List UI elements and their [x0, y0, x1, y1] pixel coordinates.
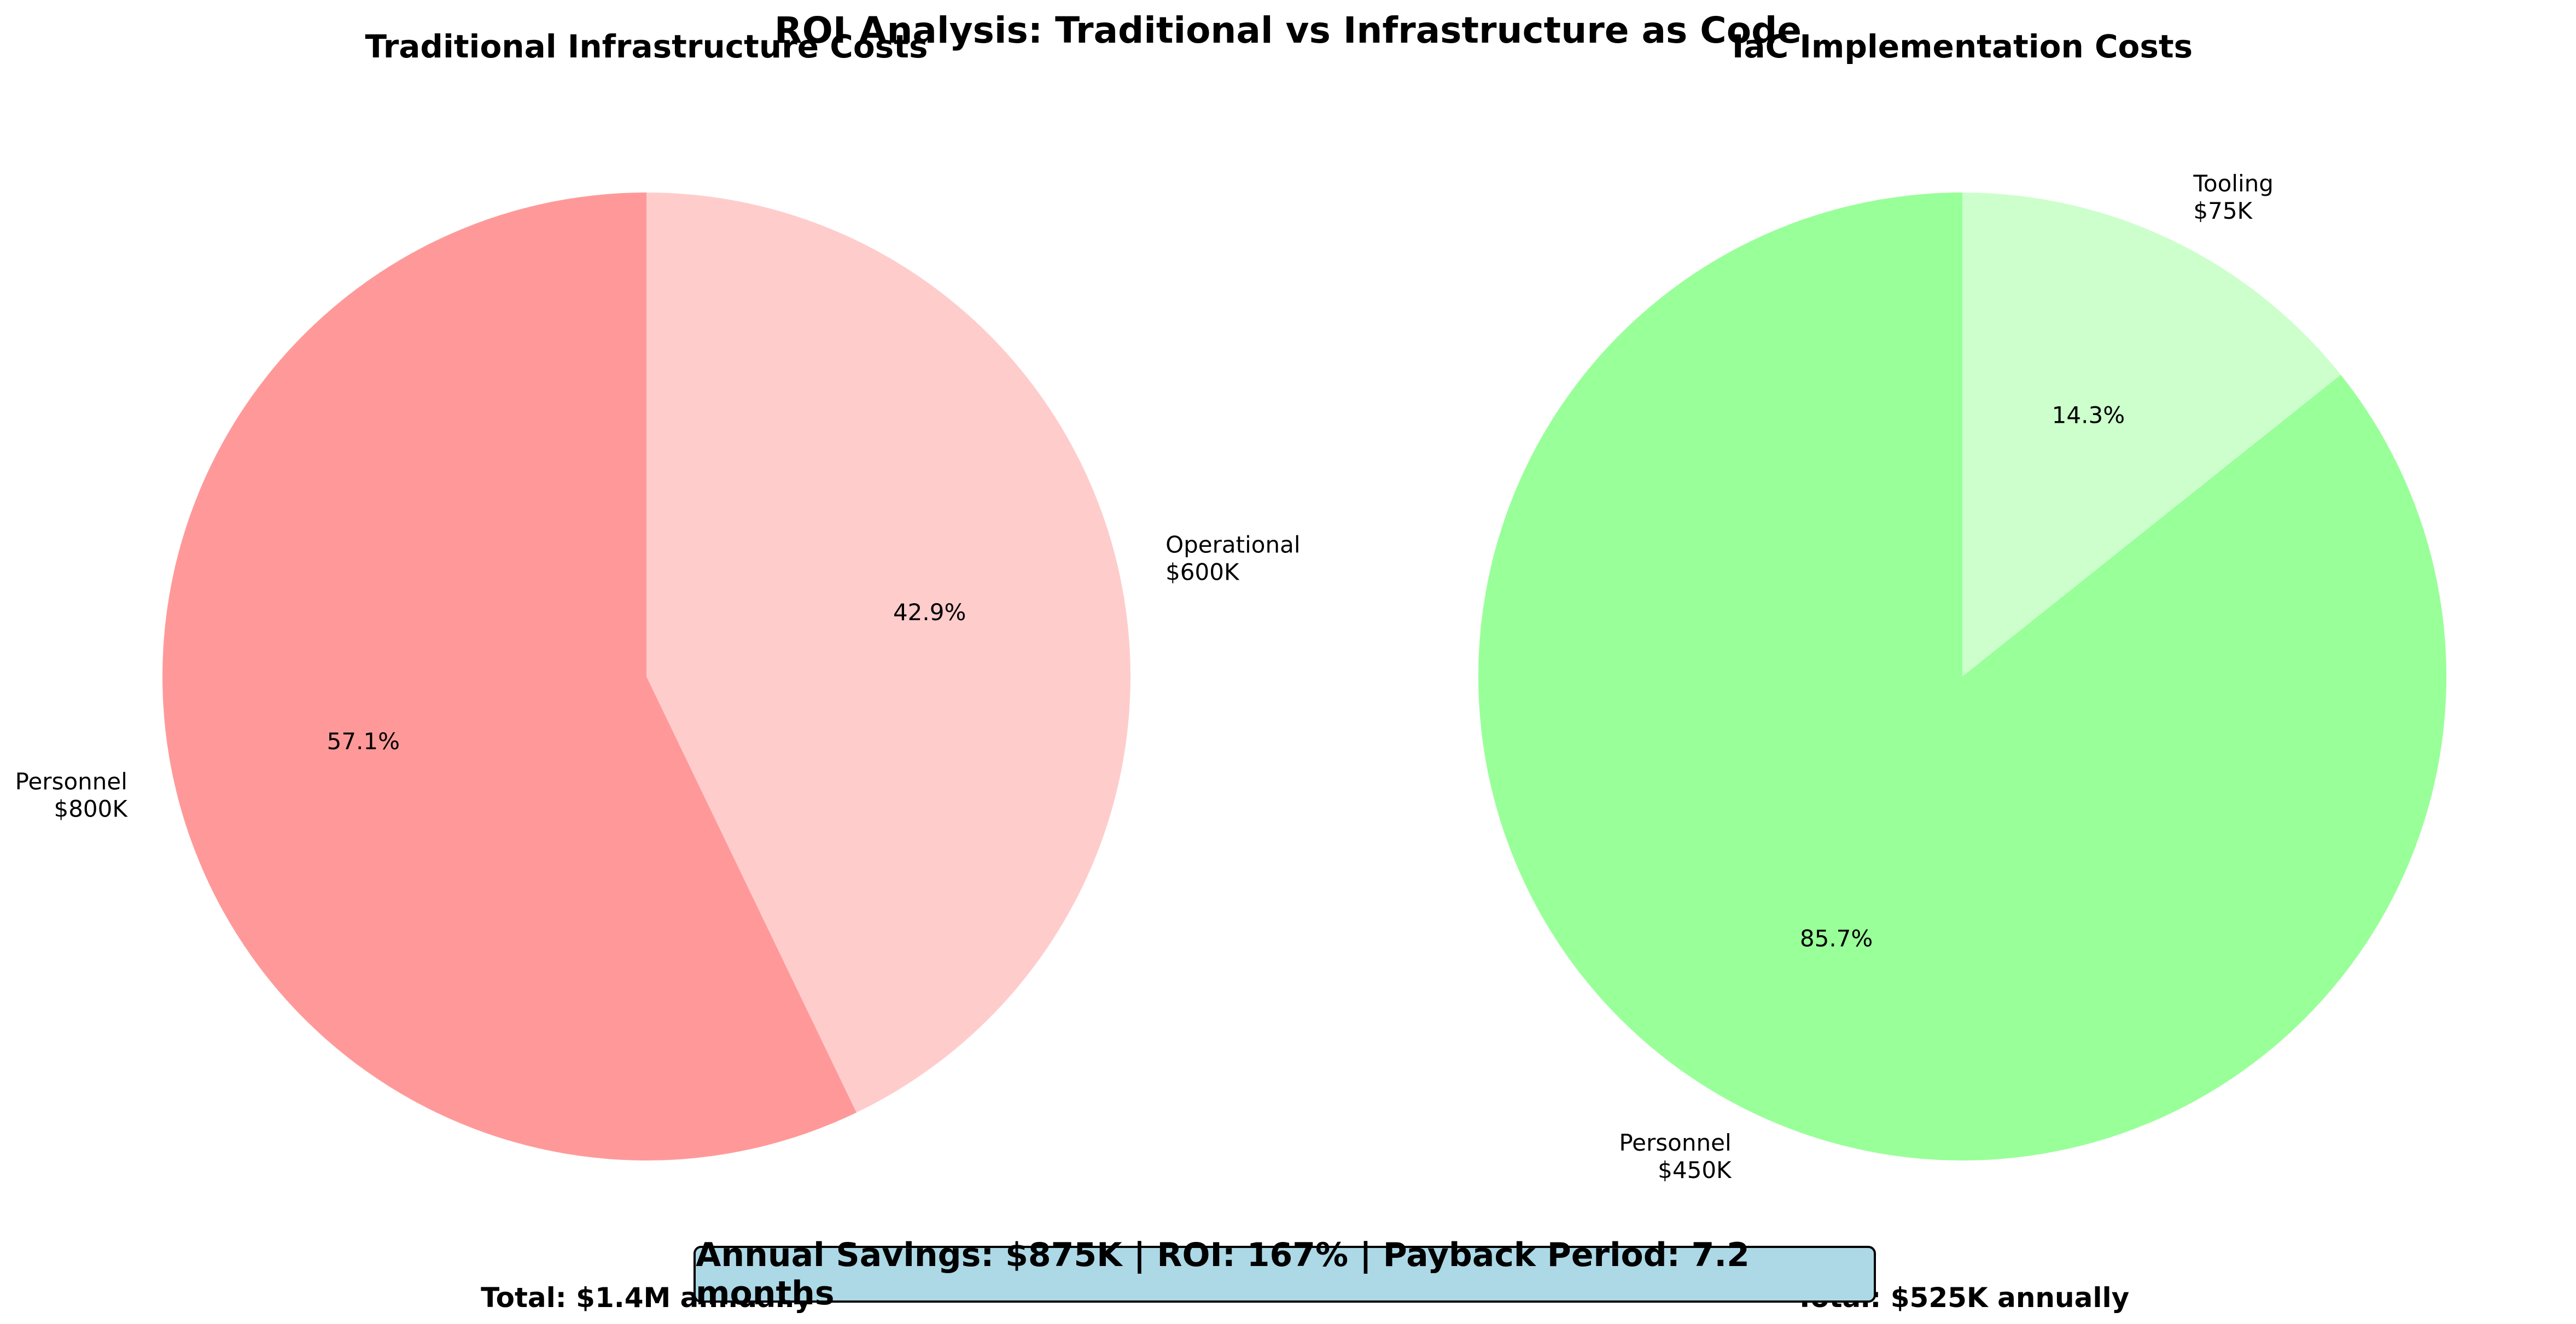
left-pie-outer-label-operational: Operational $600K [1165, 531, 1300, 585]
left-pie-slice-operational [646, 193, 1130, 1113]
left-pie-pct-label-operational: 42.9% [893, 599, 966, 626]
right-pie-title: IaC Implementation Costs [1732, 28, 2193, 65]
right-pie-outer-label-personnel: Personnel $450K [1619, 1129, 1732, 1183]
right-pie-pct-label-personnel: 85.7% [1800, 925, 1873, 952]
right-pie-pct-label-tooling: 14.3% [2052, 402, 2125, 429]
savings-summary-box: Annual Savings: $875K | ROI: 167% | Payb… [693, 1236, 1876, 1313]
right-pie-outer-label-tooling: Tooling $75K [2193, 170, 2274, 224]
left-pie-pct-label-personnel: 57.1% [327, 728, 400, 755]
pie-charts: 57.1% Personnel $800K 42.9% Operational $600K… [15, 170, 2446, 1183]
right-pie-slice-personnel [1478, 193, 2446, 1160]
left-pie-outer-label-personnel: Personnel $800K [15, 768, 129, 823]
left-pie-slice-personnel [162, 193, 856, 1160]
left-pie-title: Traditional Infrastructure Costs [365, 28, 928, 65]
right-pie-slice-tooling [1962, 193, 2341, 676]
figure-title: ROI Analysis: Traditional vs Infrastruct… [774, 9, 1802, 51]
